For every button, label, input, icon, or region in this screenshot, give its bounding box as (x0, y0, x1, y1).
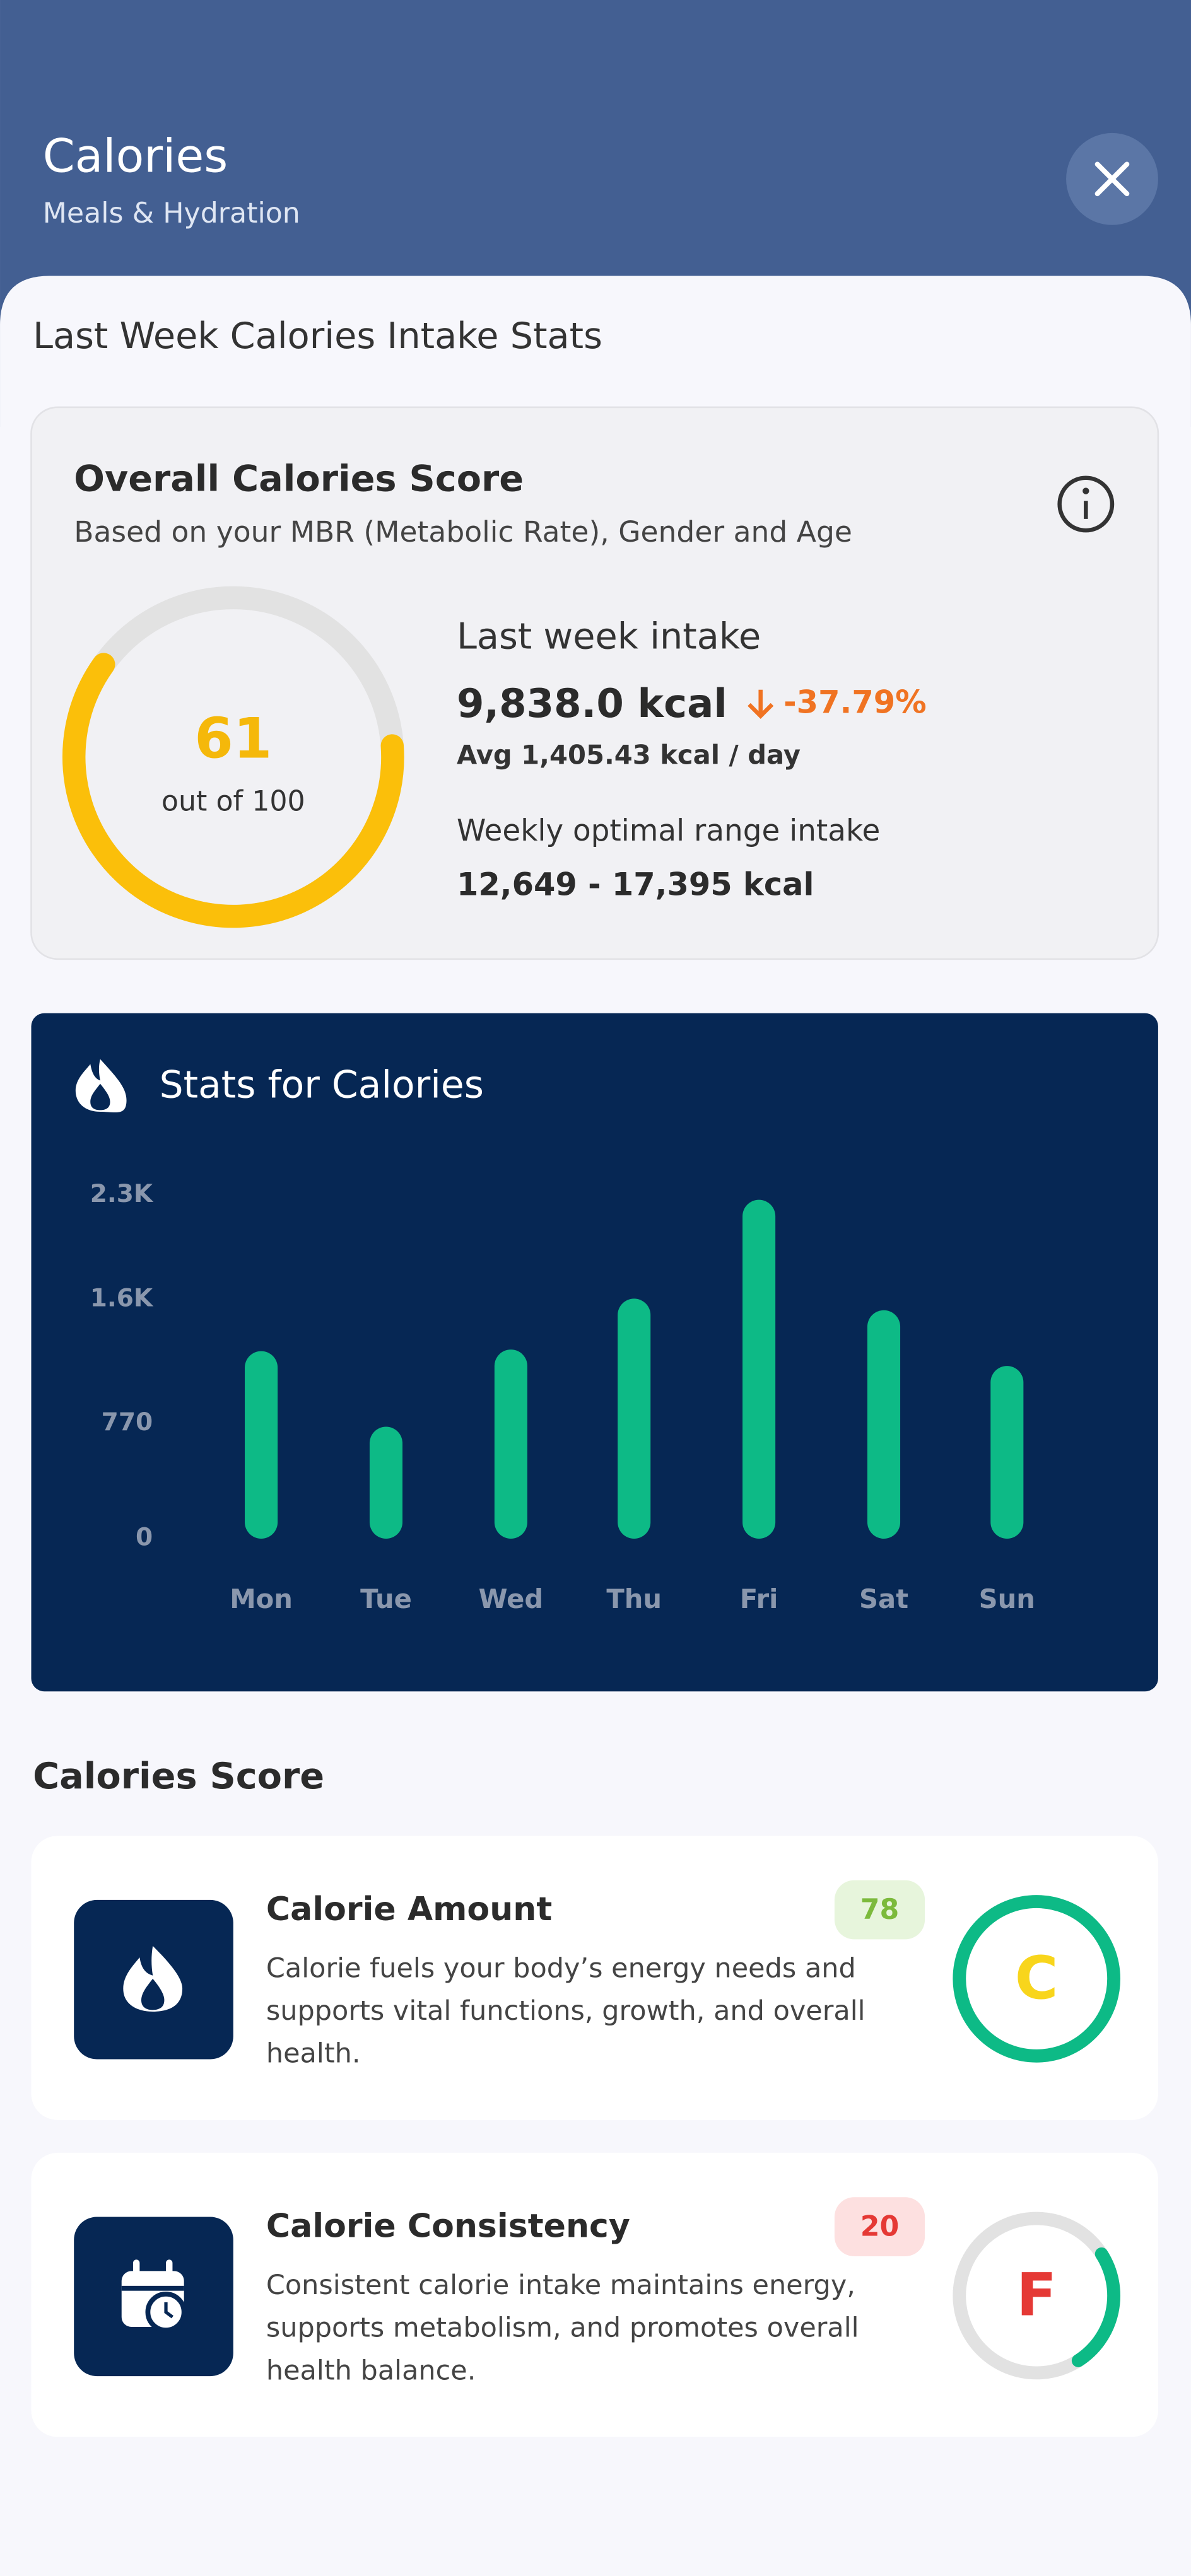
x-tick-label: Mon (230, 1583, 293, 1614)
score-value: 78 (860, 1894, 900, 1926)
x-tick-label: Sat (859, 1583, 908, 1614)
chart-title: Stats for Calories (160, 1063, 484, 1107)
grade-arc (1071, 2247, 1120, 2367)
bar (618, 1298, 651, 1539)
clock-hands (164, 2302, 174, 2319)
score-badge (834, 1880, 925, 1940)
avg: Avg 1,405.43 kcal / day (457, 739, 801, 770)
scores-title: Calories Score (33, 1755, 324, 1797)
range: 12,649 - 17,395 kcal (457, 866, 814, 903)
max: 100 (252, 785, 305, 817)
score-title: Calorie Amount (266, 1891, 552, 1928)
bar (990, 1366, 1024, 1539)
score-value: 61 (194, 706, 272, 771)
gauge-arc (62, 653, 404, 928)
score-value: 20 (860, 2211, 900, 2243)
grade: C (1015, 1944, 1059, 2013)
bar (369, 1426, 403, 1539)
description-text: Calorie fuels your body’s energy needs a… (266, 1952, 865, 2070)
overall-subtitle: Based on your MBR (Metabolic Rate), Gend… (74, 515, 852, 549)
bar-chart: 0 770 1.6K 2.3K Mon Tue Wed Thu Fri Sat Sun (90, 1180, 1035, 1614)
grade: F (1016, 2261, 1057, 2330)
x-tick-label: Thu (606, 1583, 662, 1614)
x-tick-label: Tue (360, 1583, 412, 1614)
y-tick-label: 0 (136, 1524, 153, 1552)
calendar-rings (132, 2259, 173, 2282)
y-tick-label: 1.6K (90, 1285, 154, 1313)
bar (494, 1349, 527, 1539)
range-label: Weekly optimal range intake (457, 813, 880, 848)
y-tick-label: 2.3K (90, 1180, 154, 1208)
section-title: Last Week Calories Intake Stats (33, 315, 602, 357)
x-tick-label: Fri (740, 1583, 778, 1614)
change: -37.79% (783, 684, 927, 721)
flame-icon (75, 1059, 127, 1113)
score-badge (834, 2197, 925, 2256)
header-subtitle: Meals & Hydration (43, 197, 300, 230)
bar (742, 1199, 776, 1539)
header-title: Calories (43, 130, 228, 184)
overall-title: Overall Calories Score (74, 458, 524, 500)
score-description: Consistent calorie intake maintains ener… (266, 2269, 859, 2386)
score-cards: Calorie Amount 78 Calorie fuels your body’… (31, 1836, 1158, 2437)
x-tick-label: Wed (479, 1583, 544, 1614)
intake: 9,838.0 kcal (457, 680, 727, 726)
info-icon[interactable] (1057, 475, 1115, 533)
down-arrow (748, 689, 774, 719)
score-title: Calorie Consistency (266, 2208, 630, 2246)
description-text: Consistent calorie intake maintains ener… (266, 2269, 859, 2386)
score-caption: out of 100 (161, 785, 305, 817)
flame-inner (141, 1978, 165, 2010)
bar (867, 1310, 901, 1539)
grade-ring (953, 1895, 1120, 2063)
caption: out of (161, 785, 244, 817)
overall-card (30, 406, 1159, 960)
close-button[interactable] (1066, 132, 1158, 225)
intake-label: Last week intake (457, 615, 761, 658)
calendar-band (121, 2285, 184, 2291)
bar (245, 1351, 278, 1539)
y-tick-label: 770 (102, 1408, 153, 1437)
x-tick-label: Sun (979, 1583, 1035, 1614)
score-description: Calorie fuels your body’s energy needs a… (266, 1952, 865, 2070)
